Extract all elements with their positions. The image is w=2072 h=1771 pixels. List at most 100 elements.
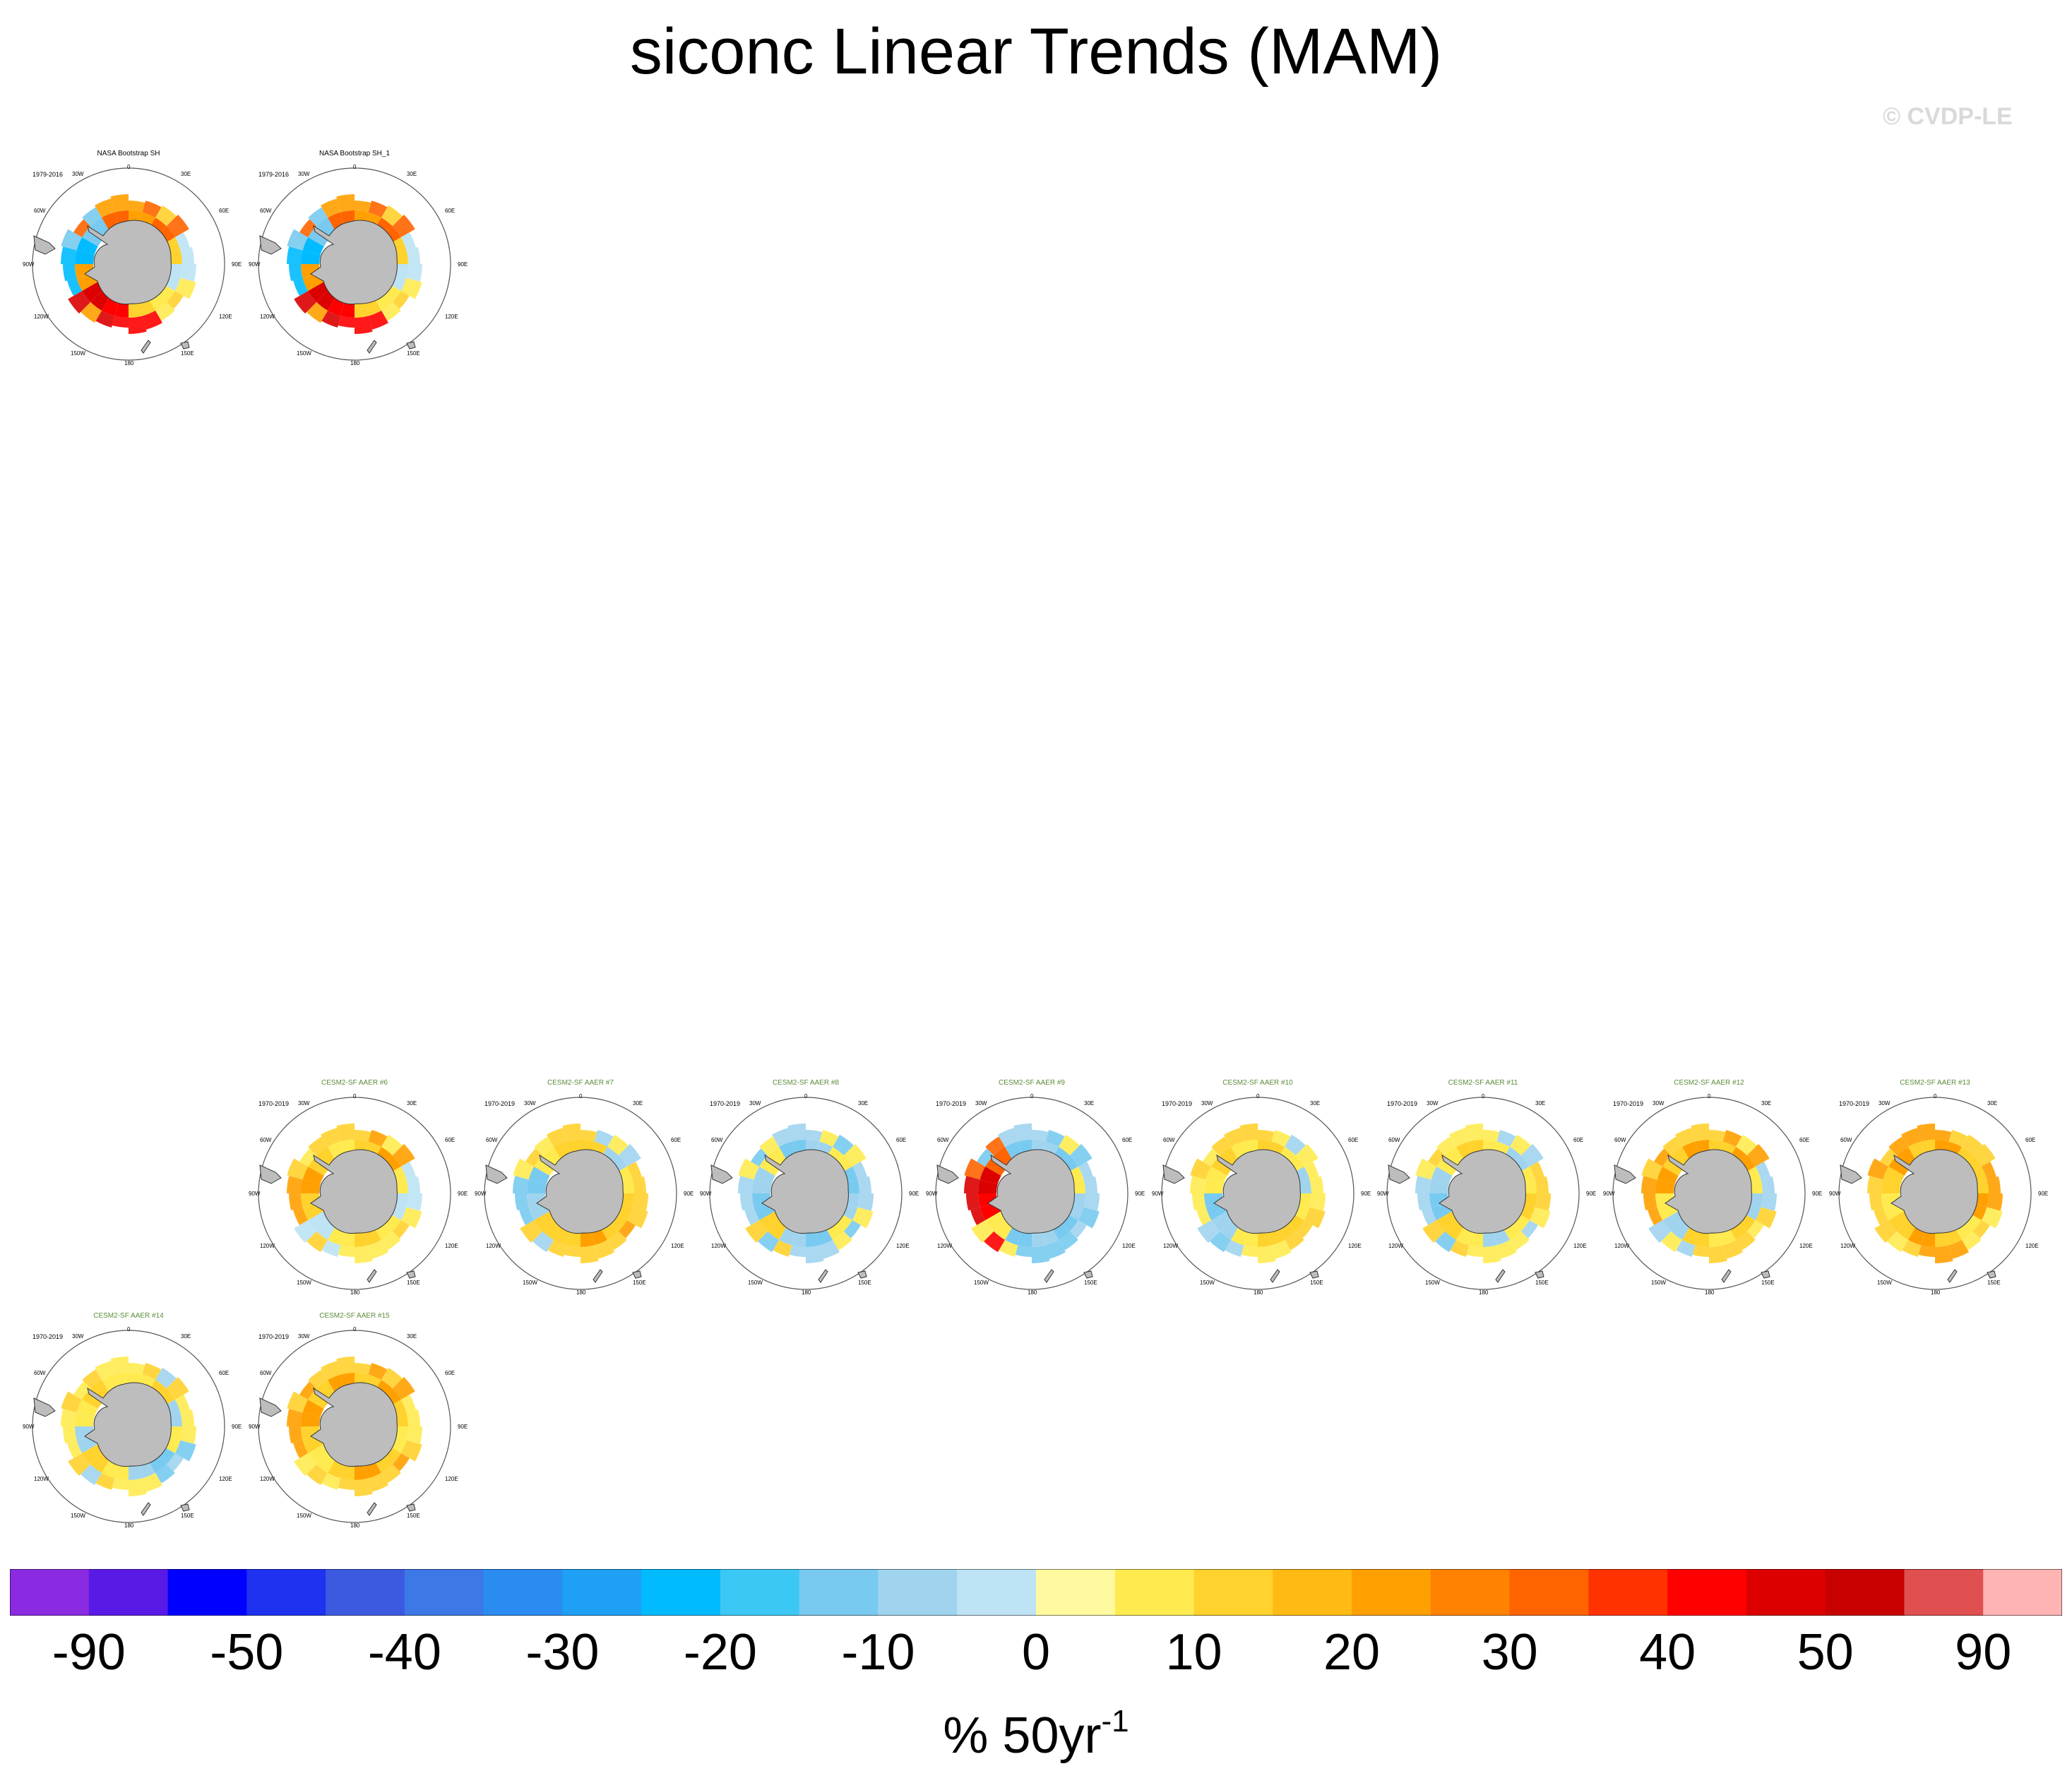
- trend-cell: [819, 1130, 839, 1147]
- trend-cell: [355, 1478, 373, 1496]
- trend-cell: [301, 1179, 321, 1193]
- longitude-label: 60W: [260, 1370, 272, 1376]
- longitude-label: 0: [1030, 1093, 1034, 1099]
- trend-cell: [1285, 1231, 1304, 1251]
- longitude-label: 0: [127, 1326, 131, 1332]
- trend-cell: [180, 246, 194, 264]
- trend-cell: [1987, 1193, 2003, 1211]
- trend-cell: [1761, 1176, 1775, 1193]
- map-panel: CESM2-SF AAER #8 1970-2019 0 30W 30E 60W 60E 90…: [700, 1079, 919, 1306]
- longitude-label: 150W: [71, 1513, 85, 1519]
- trend-cell: [306, 302, 328, 323]
- colorbar-swatch: [1273, 1569, 1352, 1616]
- trend-cell: [852, 1162, 867, 1180]
- trend-cell: [166, 1376, 189, 1400]
- trend-cell: [294, 291, 317, 314]
- polar-map: [258, 1330, 451, 1523]
- trend-field: [287, 194, 422, 334]
- trend-cell: [564, 1245, 580, 1257]
- trend-cell: [1948, 1239, 1969, 1259]
- longitude-label: 0: [579, 1093, 583, 1099]
- longitude-label: 90W: [249, 1424, 261, 1430]
- trend-cell: [301, 1412, 321, 1426]
- trend-cell: [980, 1167, 1001, 1185]
- longitude-label: 90E: [232, 261, 242, 268]
- trend-cell: [142, 1472, 162, 1492]
- trend-cell: [1431, 1167, 1453, 1185]
- tasmania-landmass: [406, 1270, 416, 1279]
- trend-cell: [355, 1363, 371, 1375]
- trend-cell: [75, 1412, 95, 1426]
- polar-map: [1161, 1097, 1354, 1290]
- trend-cell: [857, 1193, 874, 1211]
- map-panel: CESM2-SF AAER #9 1970-2019 0 30W 30E 60W 60E 90…: [926, 1079, 1145, 1306]
- new-zealand-landmass: [141, 340, 151, 354]
- trend-cell: [1271, 1130, 1291, 1147]
- longitude-label: 90E: [232, 1424, 242, 1430]
- trend-cell: [308, 1211, 330, 1232]
- panel-title: CESM2-SF AAER #13: [1900, 1079, 1970, 1087]
- longitude-label: 120W: [260, 314, 275, 320]
- trend-cell: [400, 232, 416, 251]
- trend-cell: [745, 1220, 768, 1244]
- colorbar-swatch: [10, 1569, 90, 1616]
- trend-cell: [155, 205, 177, 227]
- colorbar-swatch: [1430, 1569, 1511, 1616]
- south-america-landmass: [485, 1164, 508, 1184]
- trend-cell: [61, 246, 77, 264]
- trend-cell: [1935, 1130, 1952, 1142]
- new-zealand-landmass: [1044, 1269, 1054, 1283]
- trend-cell: [392, 214, 415, 237]
- longitude-label: 90W: [1829, 1191, 1841, 1197]
- trend-cell: [76, 237, 98, 256]
- map-panel: CESM2-SF AAER #7 1970-2019 0 30W 30E 60W 60E 90…: [475, 1079, 693, 1306]
- trend-cell: [287, 1391, 309, 1413]
- polar-map: [1612, 1097, 1806, 1290]
- longitude-label: 150E: [858, 1280, 871, 1286]
- longitude-label: 120W: [486, 1243, 501, 1249]
- trend-cell: [1435, 1231, 1456, 1253]
- tasmania-landmass: [632, 1270, 642, 1279]
- trend-cell: [289, 264, 303, 282]
- colorbar-tick-label: 10: [1165, 1624, 1222, 1681]
- longitude-label: 30E: [1987, 1100, 1998, 1107]
- trend-cell: [1722, 1239, 1743, 1259]
- trend-cell: [754, 1167, 775, 1185]
- polar-map: [484, 1097, 677, 1290]
- map-panel: CESM2-SF AAER #12 1970-2019 0 30W 30E 60W 60E 9…: [1603, 1079, 1822, 1306]
- trend-cell: [1465, 1123, 1483, 1142]
- colorbar-swatch: [167, 1569, 247, 1616]
- trend-cell: [1881, 1179, 1901, 1193]
- colorbar-swatch: [1904, 1569, 1984, 1616]
- trend-cell: [306, 1231, 328, 1253]
- trend-cell: [76, 1400, 98, 1418]
- trend-cell: [1032, 1245, 1050, 1263]
- longitude-label: 0: [1934, 1093, 1937, 1099]
- trend-cell: [293, 278, 309, 296]
- trend-cell: [534, 1211, 556, 1232]
- longitude-label: 90W: [1603, 1191, 1615, 1197]
- trend-cell: [368, 1239, 388, 1259]
- trend-cell: [1641, 1176, 1657, 1193]
- longitude-label: 180: [124, 1522, 134, 1529]
- trend-cell: [752, 1179, 772, 1193]
- longitude-label: 150W: [974, 1280, 989, 1286]
- longitude-label: 60W: [1614, 1137, 1626, 1143]
- trend-cell: [1661, 1231, 1682, 1253]
- panel-period: 1970-2019: [1387, 1100, 1418, 1107]
- trend-cell: [1888, 1136, 1908, 1156]
- longitude-label: 150E: [1761, 1280, 1775, 1286]
- trend-cell: [1428, 1148, 1446, 1167]
- trend-cell: [1059, 1231, 1078, 1251]
- trend-cell: [515, 1193, 529, 1211]
- trend-cell: [302, 1400, 324, 1418]
- longitude-label: 180: [1254, 1289, 1263, 1296]
- longitude-label: 90W: [926, 1191, 938, 1197]
- colorbar-swatch: [1509, 1569, 1589, 1616]
- longitude-label: 60W: [937, 1137, 949, 1143]
- antarctica-landmass: [987, 1149, 1075, 1234]
- trend-cell: [759, 1155, 781, 1176]
- longitude-label: 60W: [1840, 1137, 1852, 1143]
- longitude-label: 90E: [1361, 1191, 1371, 1197]
- longitude-label: 120E: [219, 314, 232, 320]
